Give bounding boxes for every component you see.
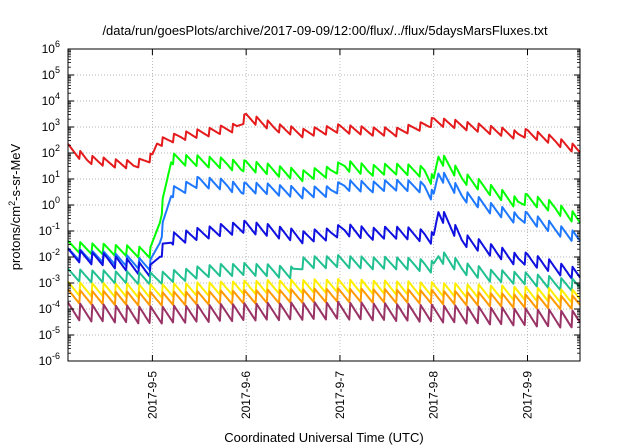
series-line	[67, 152, 581, 259]
x-axis-ticks: 2017-9-5 2017-9-6 2017-9-7 2017-9-8 2017-9-9	[145, 49, 534, 419]
series-line	[67, 278, 581, 304]
x-tick-label: 2017-9-9	[520, 371, 534, 419]
series-layer	[67, 112, 581, 329]
chart-title: /data/run/goesPlots/archive/2017-09-09/1…	[102, 23, 548, 38]
y-axis-label-post: -s-sr-MeV	[8, 143, 23, 200]
series-line	[67, 300, 581, 329]
y-tick-label: 100	[42, 195, 60, 212]
y-tick-label: 103	[42, 117, 60, 134]
x-tick-label: 2017-9-6	[239, 371, 253, 419]
series-line	[67, 112, 581, 170]
y-tick-label: 101	[42, 169, 60, 186]
y-tick-label: 10-1	[39, 221, 60, 238]
y-axis-label: protons/cm2-s-sr-MeV	[7, 143, 23, 270]
y-axis-ticks: 10-6 10-5 10-4 10-3 10-2 10-1 100 101 102 103 104 1…	[39, 39, 580, 368]
y-tick-label: 10-3	[39, 273, 60, 290]
y-tick-label: 10-6	[39, 351, 60, 368]
y-tick-label: 105	[42, 65, 60, 82]
y-tick-label: 102	[42, 143, 60, 160]
series-line	[67, 171, 581, 271]
y-tick-label: 10-5	[39, 325, 60, 342]
x-tick-label: 2017-9-5	[145, 371, 159, 419]
series-line	[67, 287, 581, 311]
x-tick-label: 2017-9-7	[333, 371, 347, 419]
y-tick-label: 10-4	[39, 299, 60, 316]
x-tick-label: 2017-9-8	[427, 371, 441, 419]
grid	[68, 49, 580, 361]
y-axis-label-pre: protons/cm	[8, 206, 23, 270]
y-tick-label: 104	[42, 91, 60, 108]
y-tick-label: 10-2	[39, 247, 60, 264]
series-line	[67, 251, 581, 292]
y-tick-label: 106	[42, 39, 60, 56]
series-line	[67, 211, 581, 280]
y-axis-label-sup: 2	[7, 201, 17, 206]
x-axis-label: Coordinated Universal Time (UTC)	[224, 430, 423, 445]
